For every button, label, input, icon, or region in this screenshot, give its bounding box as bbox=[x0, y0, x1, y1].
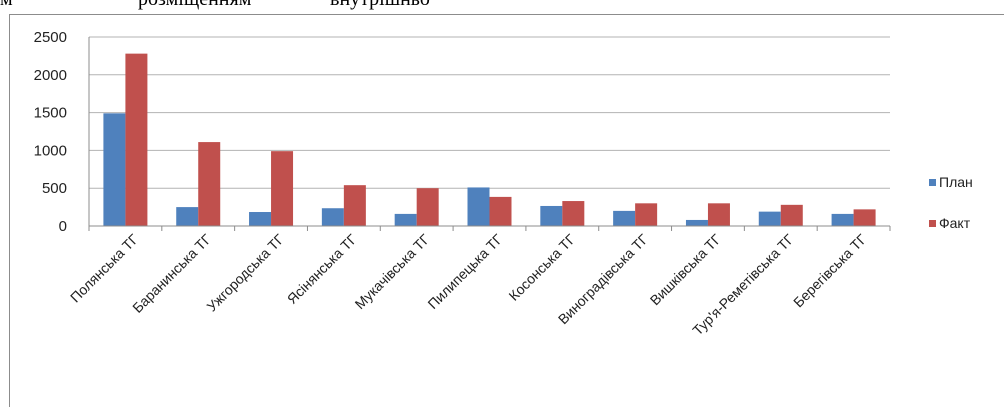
x-category-label: Пилипецька ТГ bbox=[424, 231, 505, 312]
y-tick-label: 2000 bbox=[34, 67, 67, 84]
header-fragment-2: розміщенням bbox=[138, 0, 251, 11]
y-tick-label: 1000 bbox=[34, 142, 67, 159]
x-category-label: Ужгородська ТГ bbox=[203, 231, 287, 315]
bar-plan bbox=[540, 205, 563, 226]
bar-plan bbox=[685, 219, 708, 226]
bar-plan bbox=[249, 212, 272, 226]
header-fragment-3: внутрішньо bbox=[330, 0, 430, 11]
page-header-text: м розміщенням внутрішньо bbox=[0, 0, 1004, 12]
bar-fact bbox=[489, 196, 512, 226]
bar-plan bbox=[394, 213, 417, 226]
bar-plan bbox=[467, 187, 490, 226]
legend-label-plan: План bbox=[939, 174, 973, 190]
legend-swatch-plan bbox=[929, 179, 936, 186]
bar-fact bbox=[271, 151, 294, 226]
bars bbox=[103, 53, 876, 226]
bar-plan bbox=[613, 210, 636, 226]
bar-plan bbox=[831, 213, 854, 226]
bar-fact bbox=[562, 201, 585, 226]
x-category-label: Вишківська ТГ bbox=[647, 231, 725, 309]
bar-plan bbox=[321, 208, 344, 226]
y-tick-label: 500 bbox=[42, 180, 67, 197]
bar-fact bbox=[416, 188, 439, 226]
y-tick-label: 0 bbox=[59, 218, 67, 235]
header-fragment-1: м bbox=[0, 0, 13, 11]
x-category-label: Берегівська ТГ bbox=[790, 231, 870, 311]
y-tick-label: 1500 bbox=[34, 105, 67, 122]
y-tick-label: 2500 bbox=[34, 29, 67, 46]
bar-fact bbox=[343, 185, 366, 226]
bar-fact bbox=[125, 53, 148, 226]
x-category-label: Баранинська ТГ bbox=[129, 231, 214, 316]
y-axis: 0 500 1000 1500 2000 2500 bbox=[34, 29, 90, 235]
bar-plan bbox=[103, 113, 126, 226]
bar-fact bbox=[780, 204, 803, 226]
bar-plan bbox=[176, 207, 199, 226]
legend-swatch-fact bbox=[929, 220, 936, 227]
x-category-label: Полянська ТГ bbox=[67, 231, 142, 306]
bar-plan bbox=[758, 211, 781, 226]
legend-label-fact: Факт bbox=[939, 215, 971, 231]
x-category-label: Ясінянська ТГ bbox=[284, 231, 361, 308]
x-category-label: Мукачівська ТГ bbox=[352, 231, 434, 313]
bar-fact bbox=[198, 142, 221, 226]
x-category-label: Косонська ТГ bbox=[505, 231, 578, 304]
legend: План Факт bbox=[929, 174, 973, 231]
bar-fact bbox=[635, 203, 658, 226]
bar-fact bbox=[707, 203, 730, 226]
bar-fact bbox=[853, 209, 876, 226]
chart-frame: 0 500 1000 1500 2000 2500 Полянська ТГ Баранин… bbox=[9, 14, 1004, 407]
bar-chart: 0 500 1000 1500 2000 2500 Полянська ТГБаранин… bbox=[34, 29, 973, 338]
